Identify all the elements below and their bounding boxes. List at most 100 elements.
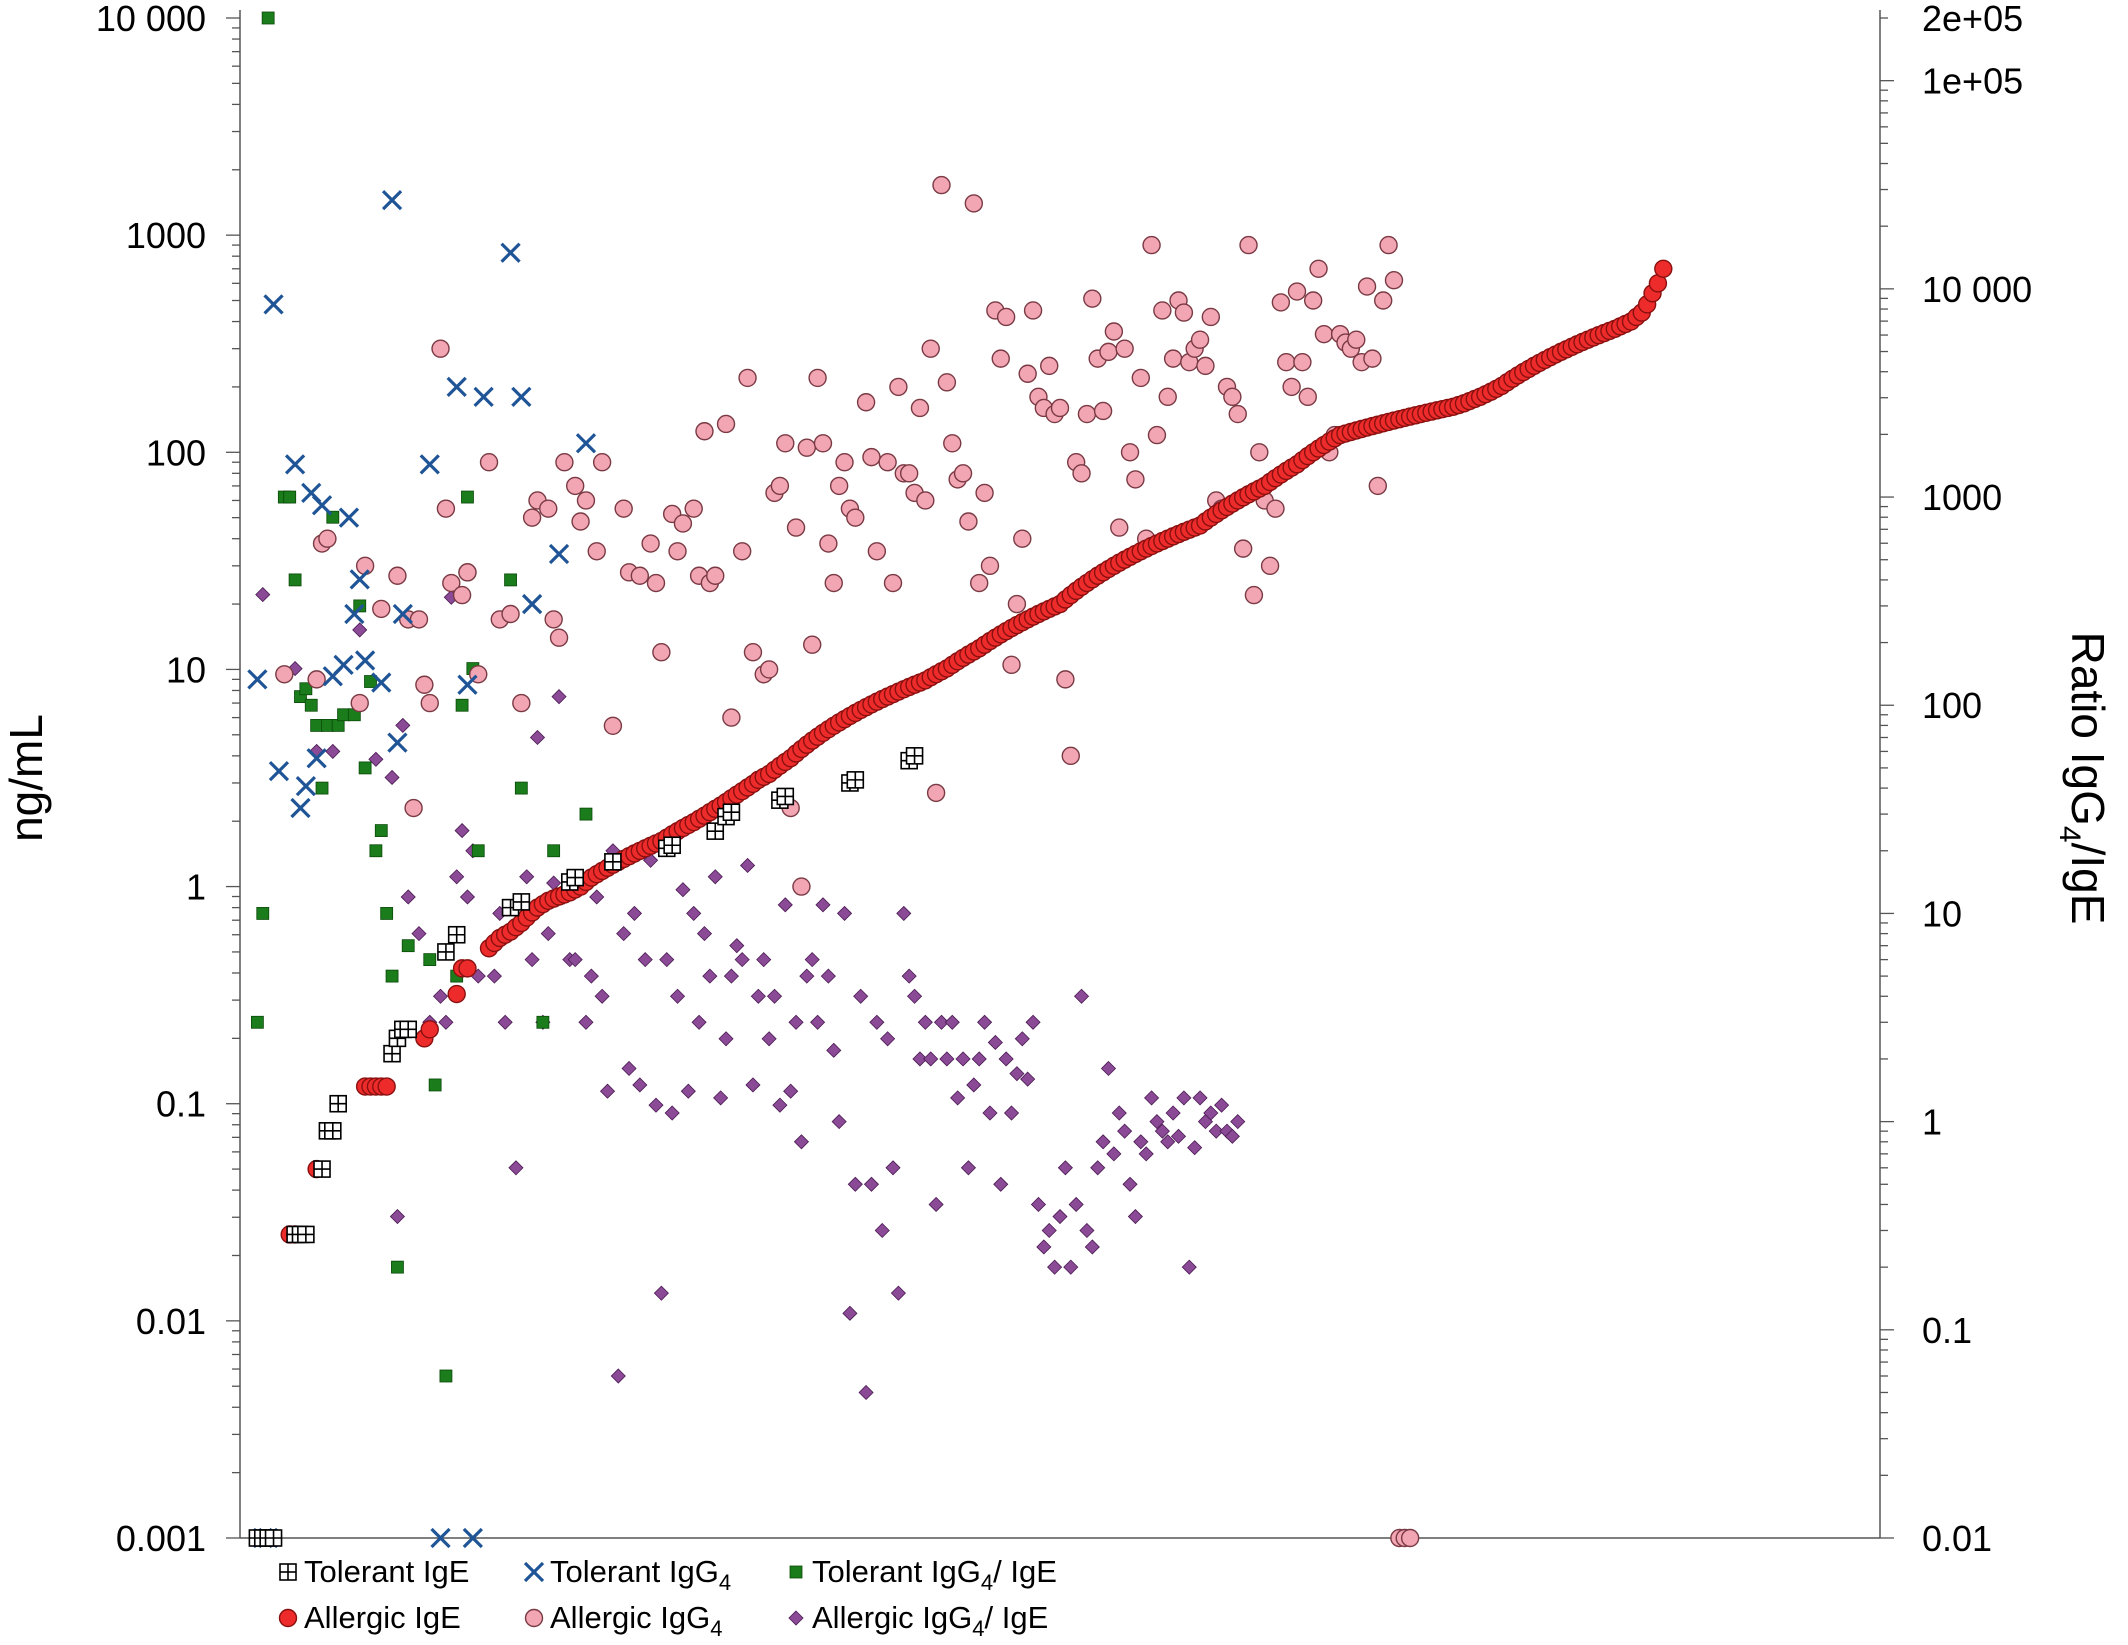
allergic_ratio-point	[842, 1305, 858, 1321]
allergic_ratio-point	[750, 988, 766, 1004]
tolerant_ige-point	[663, 836, 681, 855]
legend-item-tolerant_igg4: Tolerant IgG4	[523, 1554, 731, 1595]
allergic_igg4-point	[1018, 364, 1037, 383]
tolerant_ige-point	[566, 868, 585, 887]
tolerant_igg4-point	[392, 603, 413, 625]
allergic_ratio-point	[659, 952, 675, 968]
series-allergic_ratio	[255, 587, 1246, 1401]
tolerant_igg4-point	[290, 797, 311, 819]
allergic_igg4-point	[856, 393, 876, 412]
allergic_ratio-point	[718, 1031, 734, 1047]
allergic_igg4-point	[1023, 301, 1043, 320]
allergic_ratio-point	[551, 689, 567, 705]
allergic_ratio-point	[896, 905, 912, 921]
allergic_ratio-point	[438, 1014, 454, 1030]
allergic_igg4-point	[1153, 301, 1172, 320]
allergic_igg4-point	[921, 339, 940, 358]
tolerant_igg4-point	[457, 674, 478, 695]
allergic_ratio-point	[987, 1034, 1003, 1051]
allergic_ratio-point	[756, 952, 772, 968]
allergic_igg4-point	[1347, 330, 1366, 349]
allergic_ratio-point	[729, 938, 745, 954]
allergic_ratio-point	[723, 968, 739, 984]
allergic_ratio-point	[486, 968, 502, 984]
left-tick-label: 1	[186, 867, 206, 908]
allergic_igg4-point	[996, 307, 1016, 327]
legend-item-allergic_ige: Allergic IgE	[278, 1600, 461, 1635]
allergic_ratio-point	[578, 1014, 594, 1030]
allergic_ratio-point	[707, 869, 723, 885]
allergic_ratio-point	[583, 968, 599, 984]
allergic_ratio-point	[255, 587, 271, 603]
tolerant_igg4-point	[575, 433, 597, 454]
allergic_igg4-point	[431, 339, 450, 358]
allergic_ige-point	[420, 1020, 439, 1039]
allergic_ratio-point	[1003, 1105, 1020, 1121]
allergic_ratio-point	[890, 1285, 906, 1301]
legend-item-allergic_igg4: Allergic IgG4	[524, 1600, 722, 1641]
allergic_igg4-point	[1239, 235, 1258, 255]
allergic_igg4-point	[1266, 499, 1285, 518]
tolerant_igg4-point	[354, 650, 376, 671]
allergic_ige-point	[1654, 259, 1673, 278]
allergic_ratio-point	[1165, 1105, 1181, 1121]
allergic_ratio-point	[1084, 1239, 1100, 1255]
allergic_igg4-point	[1196, 356, 1215, 376]
allergic_igg4-point	[1007, 594, 1027, 614]
tolerant_ratio-point	[369, 844, 383, 858]
tolerant_ratio-point	[439, 1369, 453, 1383]
allergic_igg4-point	[409, 610, 429, 629]
allergic_ratio-point	[777, 897, 793, 913]
allergic_ratio-point	[928, 1196, 944, 1213]
allergic_ratio-point	[621, 1060, 637, 1077]
allergic_igg4-point	[1104, 322, 1124, 341]
allergic_igg4-point	[878, 453, 897, 472]
tolerant_igg4-point	[338, 507, 360, 528]
allergic_ratio-point	[599, 1083, 616, 1099]
allergic_igg4-point	[1271, 293, 1291, 312]
series-tolerant_igg4	[247, 189, 597, 1549]
tolerant_igg4-point	[268, 761, 290, 782]
allergic_ratio-point	[1100, 1060, 1117, 1077]
allergic_igg4-point	[937, 373, 957, 392]
allergic_ratio-point	[1020, 1071, 1036, 1087]
legend-item-tolerant_ige: Tolerant IgE	[279, 1554, 469, 1589]
tolerant_ratio-point	[374, 824, 388, 837]
allergic_igg4-point	[1163, 349, 1183, 368]
allergic_igg4-point	[1287, 282, 1307, 301]
allergic_igg4-point	[797, 438, 817, 457]
tolerant_ige-point	[383, 1044, 401, 1063]
allergic_igg4-point	[846, 508, 865, 527]
allergic_igg4-point	[1142, 235, 1161, 255]
allergic_igg4-point	[1357, 277, 1377, 296]
allergic_igg4-point	[1373, 291, 1393, 310]
series-tolerant_ige	[248, 747, 924, 1547]
allergic_igg4-point	[1002, 655, 1021, 675]
allergic_igg4-point	[1260, 556, 1280, 576]
allergic_ratio-point	[836, 905, 853, 921]
allergic_igg4-point	[630, 566, 650, 585]
legend-marker-tolerant_ratio	[789, 1565, 803, 1579]
allergic_ratio-point	[912, 1051, 928, 1067]
allergic_ratio-point	[880, 1031, 896, 1047]
allergic_ratio-point	[745, 1077, 761, 1093]
allergic_igg4-point	[479, 453, 499, 472]
left-tick-label: 0.01	[136, 1301, 206, 1342]
allergic_ratio-point	[1036, 1239, 1052, 1255]
tolerant_ratio-point	[423, 953, 437, 967]
allergic_igg4-point	[603, 716, 623, 736]
allergic_igg4-point	[1384, 271, 1404, 290]
allergic_ratio-point	[384, 769, 400, 786]
allergic_igg4-point	[652, 643, 671, 662]
legend-marker-tolerant_igg4	[523, 1561, 545, 1583]
allergic_ratio-point	[944, 1014, 960, 1030]
allergic_ratio-point	[734, 952, 750, 968]
allergic_ratio-point	[993, 1176, 1009, 1192]
allergic_ratio-point	[820, 968, 836, 984]
allergic_ratio-point	[524, 952, 540, 968]
allergic_igg4-point	[1013, 529, 1032, 548]
allergic_igg4-point	[684, 499, 703, 518]
allergic_ratio-point	[933, 1014, 950, 1030]
allergic_ratio-point	[632, 1077, 648, 1093]
allergic_ratio-point	[626, 905, 643, 921]
